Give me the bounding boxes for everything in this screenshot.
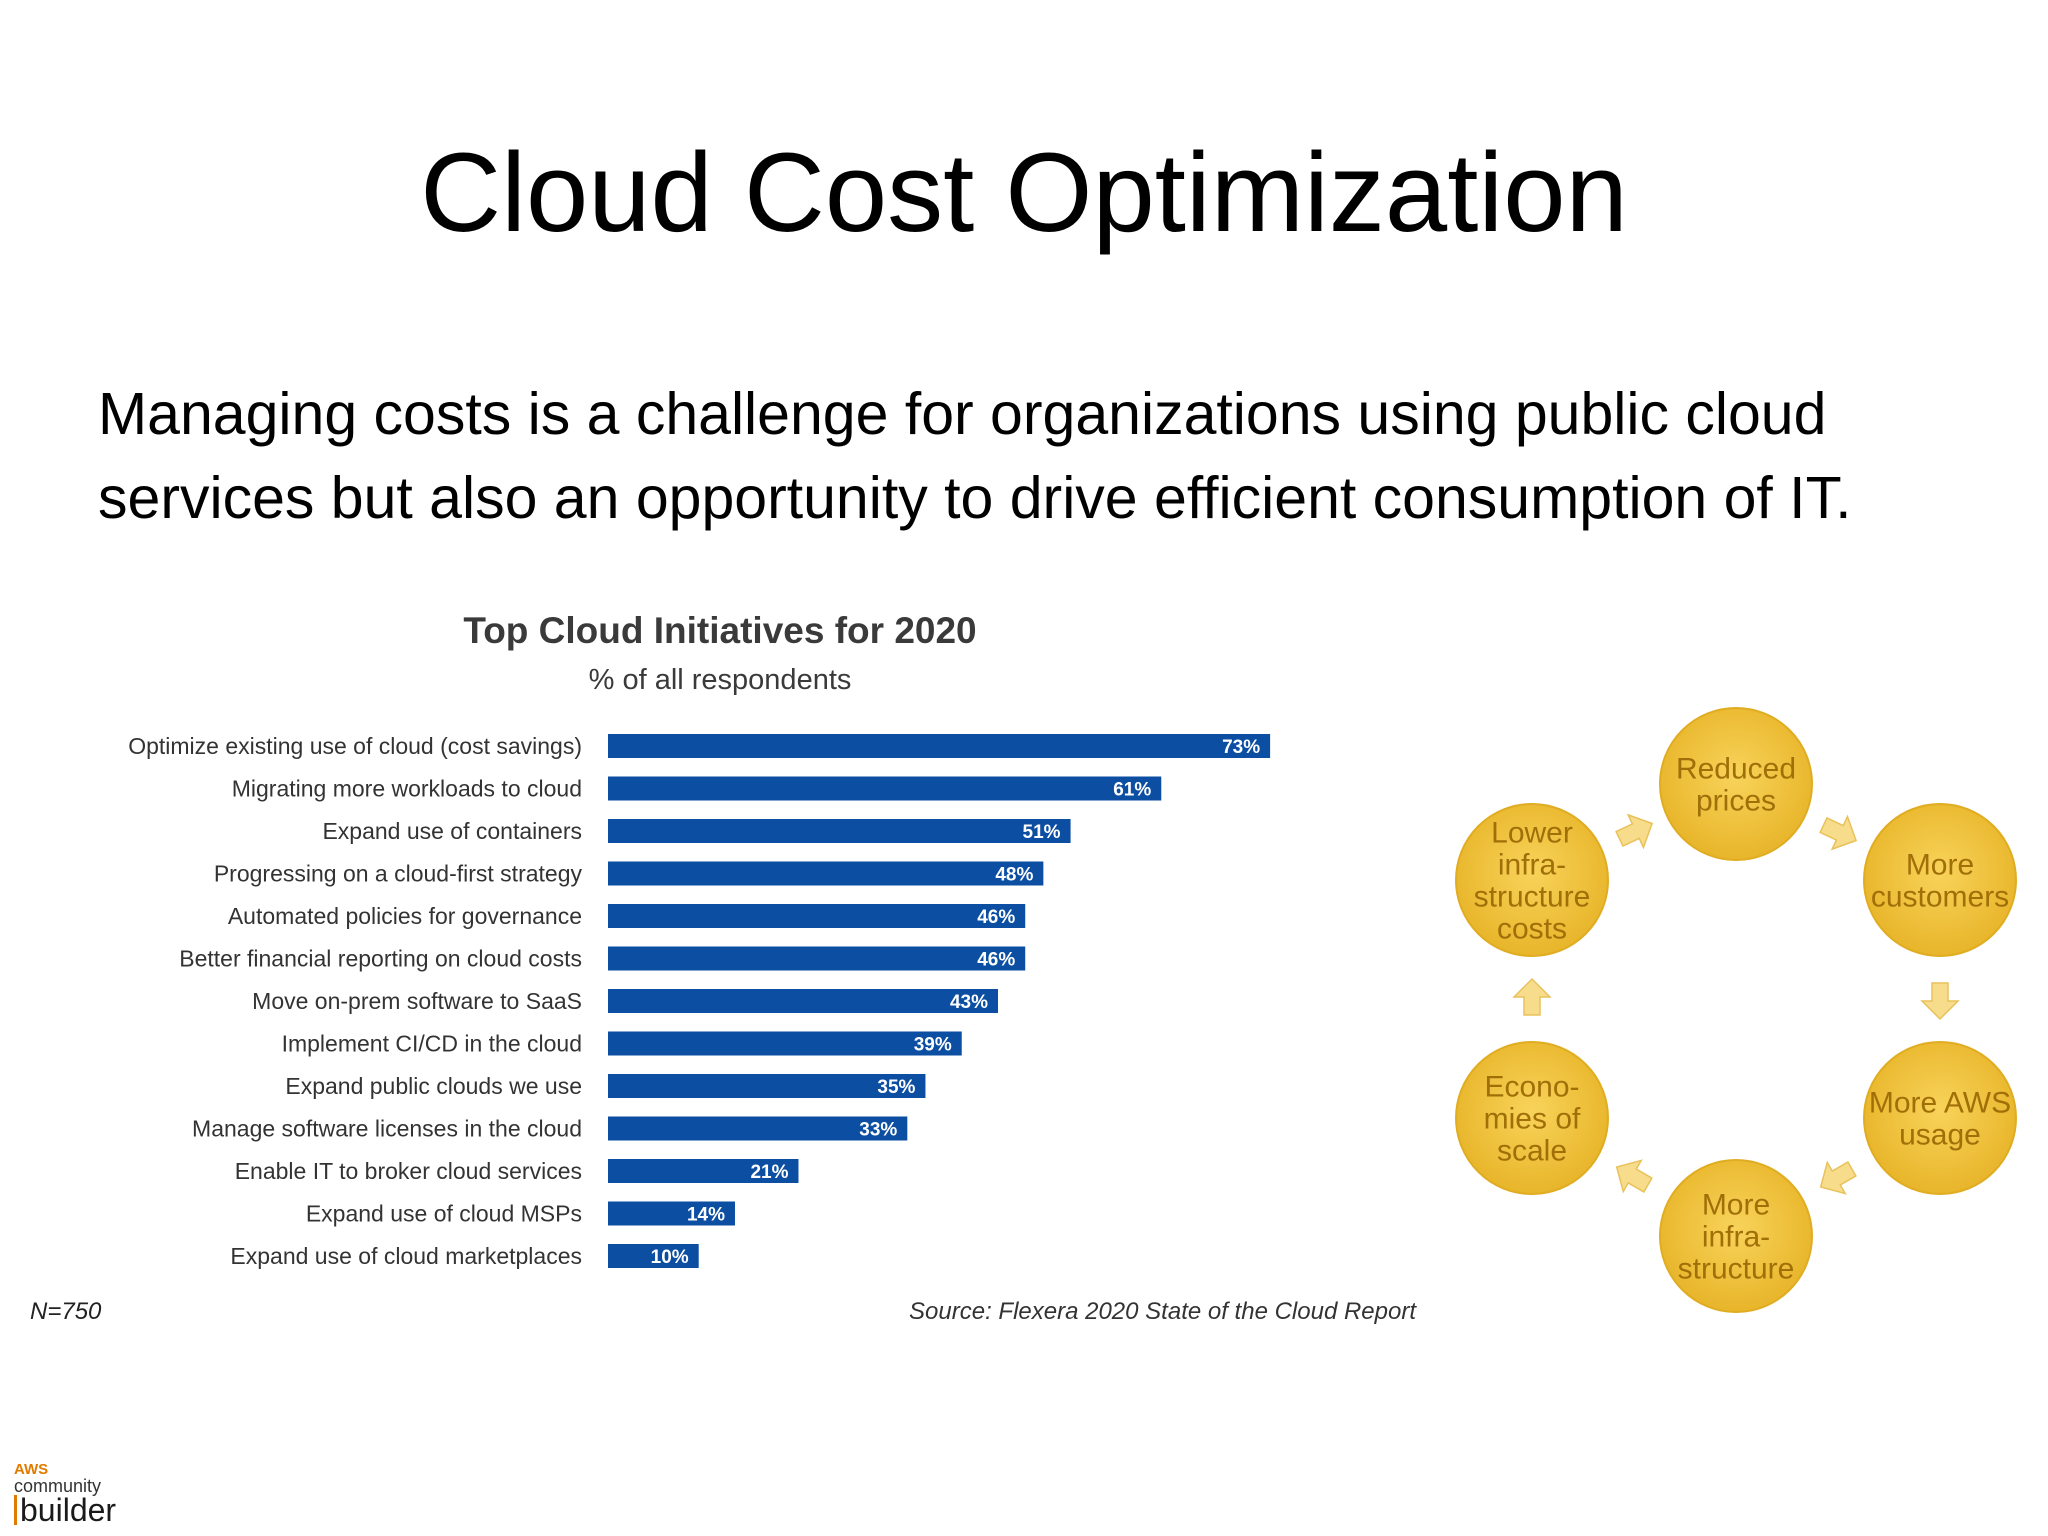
aws-community-builder-logo: AWS community builder xyxy=(14,1461,124,1526)
cycle-node-label: More AWS xyxy=(1869,1087,2011,1120)
cycle-node-label: More xyxy=(1906,849,1974,882)
bar-value-label: 35% xyxy=(877,1077,915,1098)
cycle-arrow-icon xyxy=(1819,1160,1857,1195)
cycle-node-circle xyxy=(1863,1041,2017,1195)
bar xyxy=(608,1201,735,1226)
cycle-node-circle xyxy=(1659,1159,1813,1313)
bar xyxy=(608,819,1071,843)
category-label: Progressing on a cloud-first strategy xyxy=(214,861,583,887)
bar xyxy=(608,734,1271,758)
cycle-node-label: Lower xyxy=(1491,817,1573,850)
logo-builder-text: builder xyxy=(14,1494,124,1526)
bar xyxy=(608,776,1162,801)
slide-title: Cloud Cost Optimization xyxy=(420,130,1628,255)
chart-source: Source: Flexera 2020 State of the Cloud … xyxy=(909,1298,1416,1325)
category-label: Move on-prem software to SaaS xyxy=(252,988,582,1014)
cycle-arrow-icon xyxy=(1512,977,1552,1016)
bar xyxy=(608,989,999,1013)
cycle-node-label: costs xyxy=(1497,913,1567,946)
bar-value-label: 10% xyxy=(651,1247,689,1268)
logo-aws-text: AWS xyxy=(14,1461,49,1478)
bar xyxy=(608,1244,699,1268)
category-label: Enable IT to broker cloud services xyxy=(235,1158,582,1184)
cycle-node-label: prices xyxy=(1696,785,1776,818)
bar-value-label: 21% xyxy=(750,1162,788,1183)
category-label: Expand use of containers xyxy=(322,818,582,844)
bar-value-label: 61% xyxy=(1113,780,1151,801)
cycle-node-label: usage xyxy=(1899,1119,1981,1152)
bar-value-label: 39% xyxy=(914,1035,952,1056)
category-label: Migrating more workloads to cloud xyxy=(232,776,582,802)
cycle-node-label: scale xyxy=(1497,1135,1567,1168)
bar xyxy=(608,1074,926,1098)
bar-chart: Optimize existing use of cloud (cost sav… xyxy=(128,733,1271,1269)
category-label: Better financial reporting on cloud cost… xyxy=(179,946,582,972)
bar-value-label: 43% xyxy=(950,992,988,1013)
chart-subtitle: % of all respondents xyxy=(588,664,852,696)
bar-value-label: 46% xyxy=(977,907,1015,928)
cycle-node-circle xyxy=(1863,803,2017,957)
category-label: Expand use of cloud MSPs xyxy=(306,1201,582,1227)
bar xyxy=(608,1031,962,1056)
cycle-node-label: Econo- xyxy=(1484,1071,1579,1104)
cycle-node-label: infra- xyxy=(1702,1221,1770,1254)
category-label: Optimize existing use of cloud (cost sav… xyxy=(128,733,582,759)
cycle-node-label: Reduced xyxy=(1676,753,1796,786)
cycle-arrow-icon xyxy=(1920,982,1960,1021)
subtitle-line-2: services but also an opportunity to driv… xyxy=(98,465,1852,531)
cycle-node-circle xyxy=(1659,707,1813,861)
bar-value-label: 48% xyxy=(995,865,1033,886)
bar xyxy=(608,1116,908,1141)
category-label: Implement CI/CD in the cloud xyxy=(282,1031,582,1057)
cycle-arrow-icon xyxy=(1615,813,1654,850)
category-label: Expand use of cloud marketplaces xyxy=(230,1243,582,1269)
chart-title: Top Cloud Initiatives for 2020 xyxy=(463,610,977,651)
bar-value-label: 73% xyxy=(1222,737,1260,758)
logo-community-text: community xyxy=(14,1476,102,1496)
category-label: Expand public clouds we use xyxy=(285,1073,582,1099)
slide-subtitle: Managing costs is a challenge for organi… xyxy=(98,372,1998,540)
cycle-node-label: customers xyxy=(1871,881,2009,914)
cycle-node-label: More xyxy=(1702,1189,1770,1222)
sample-size-note: N=750 xyxy=(30,1298,102,1325)
cycle-node-label: mies of xyxy=(1484,1103,1581,1136)
bar xyxy=(608,1159,799,1183)
bar-value-label: 14% xyxy=(687,1205,725,1226)
bar xyxy=(608,861,1044,886)
cycle-node-circle xyxy=(1455,1041,1609,1195)
bar-value-label: 46% xyxy=(977,950,1015,971)
cycle-node-label: structure xyxy=(1678,1253,1795,1286)
bar xyxy=(608,946,1026,971)
cycle-node-label: structure xyxy=(1474,881,1591,914)
subtitle-line-1: Managing costs is a challenge for organi… xyxy=(98,381,1827,447)
cycle-arrow-icon xyxy=(1615,1159,1653,1194)
cycle-arrow-icon xyxy=(1819,814,1858,851)
bar xyxy=(608,904,1026,928)
bar-value-label: 51% xyxy=(1023,822,1061,843)
category-label: Automated policies for governance xyxy=(228,903,582,929)
bar-value-label: 33% xyxy=(859,1120,897,1141)
category-label: Manage software licenses in the cloud xyxy=(192,1116,582,1142)
cycle-node-circle xyxy=(1455,803,1609,957)
cycle-node-label: infra- xyxy=(1498,849,1566,882)
